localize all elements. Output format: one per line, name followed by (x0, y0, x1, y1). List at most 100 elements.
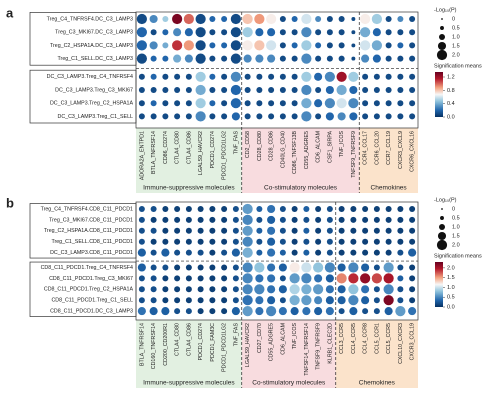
dot (409, 16, 416, 22)
dot (254, 284, 265, 295)
dot (209, 16, 216, 22)
dot (373, 216, 380, 223)
dot (221, 55, 228, 62)
dot (149, 307, 158, 316)
dot (362, 216, 369, 223)
dot (138, 206, 145, 212)
dot (349, 85, 358, 95)
dot (409, 286, 416, 293)
column-label: KLRB1_CLEC2D (327, 323, 333, 364)
dot (242, 40, 253, 51)
dot (138, 297, 145, 304)
dot (326, 29, 333, 36)
dot (242, 203, 253, 215)
dot (314, 307, 323, 316)
dot (174, 113, 181, 120)
dot (162, 73, 169, 80)
dot (174, 87, 181, 93)
dot (409, 297, 416, 304)
dot (315, 216, 322, 223)
dot (136, 13, 147, 25)
dot (242, 295, 253, 306)
colorbar (435, 72, 443, 117)
dot (174, 216, 181, 223)
dot (209, 100, 216, 107)
dot (385, 73, 392, 80)
row-label: Treg_C4_TNFRSF4.DC_C3_LAMP3 (47, 16, 133, 22)
dot (409, 206, 416, 212)
dot (221, 297, 228, 304)
dot (383, 273, 394, 284)
dot (138, 216, 145, 223)
dot (244, 100, 251, 107)
dot (242, 284, 253, 295)
dot (362, 308, 369, 315)
dot (351, 17, 356, 21)
dot (185, 206, 192, 212)
dot (185, 100, 192, 107)
dot (136, 53, 147, 64)
size-legend-label: 0 (452, 16, 455, 22)
dot (373, 113, 380, 120)
dot (338, 238, 345, 245)
dot (242, 13, 253, 25)
column-label: CCL4_CCR8 (363, 323, 369, 354)
dot (268, 113, 275, 120)
size-legend-dot (440, 216, 444, 220)
dot (254, 262, 265, 273)
dot (232, 227, 239, 234)
dot (172, 40, 183, 51)
dot (185, 249, 192, 256)
dot (174, 275, 181, 282)
dot (162, 297, 169, 304)
dot (161, 307, 170, 316)
size-legend-dot (436, 239, 448, 251)
dot (197, 297, 204, 304)
column-label: PDCD1_FAM3C (210, 323, 216, 362)
dot (195, 27, 206, 38)
row-block-box (29, 261, 137, 317)
size-legend-dot (439, 34, 445, 40)
dot (385, 206, 392, 212)
dot (268, 100, 275, 107)
column-label: CCL4_CCR5 (351, 323, 357, 354)
dot (267, 285, 276, 294)
group-label: Immune-suppressive molecules (143, 380, 235, 387)
dot (267, 248, 276, 257)
size-legend-label: 1.5 (452, 233, 460, 239)
dot (301, 40, 312, 51)
dot (255, 28, 264, 37)
dot (150, 275, 157, 282)
dot (221, 16, 228, 22)
dot (209, 297, 216, 304)
dot (231, 307, 240, 316)
group-label: Chemokines (371, 185, 408, 192)
dot (397, 264, 404, 271)
color-legend-title: Signification means (434, 253, 482, 259)
dot (373, 73, 380, 80)
dot (267, 204, 276, 214)
dot (409, 42, 416, 49)
dot (324, 98, 335, 109)
dot (185, 286, 192, 293)
dot (278, 263, 287, 272)
dot (291, 249, 298, 256)
dot (136, 27, 147, 38)
dot (195, 53, 206, 64)
dot (397, 29, 404, 36)
row-label: Treg_C3_MKI67.CD8_C11_PDCD1 (49, 217, 133, 223)
dot (221, 286, 228, 293)
dot (351, 30, 356, 35)
row-label: Treg_C1_SELL.CD8_C11_PDCD1 (51, 239, 133, 245)
dot (348, 295, 359, 306)
size-legend-label: 0 (452, 206, 455, 212)
dot (314, 72, 323, 81)
dot (362, 206, 369, 212)
dot (279, 206, 286, 212)
dot (338, 16, 345, 22)
column-label: BTLA_TNFRSF14 (139, 323, 145, 366)
dot (350, 227, 357, 234)
column-label: CSF1_SIRPA (327, 131, 333, 163)
colorbar-label: 0.0 (447, 304, 455, 310)
group-label: Immune-suppressive molecules (143, 185, 235, 192)
